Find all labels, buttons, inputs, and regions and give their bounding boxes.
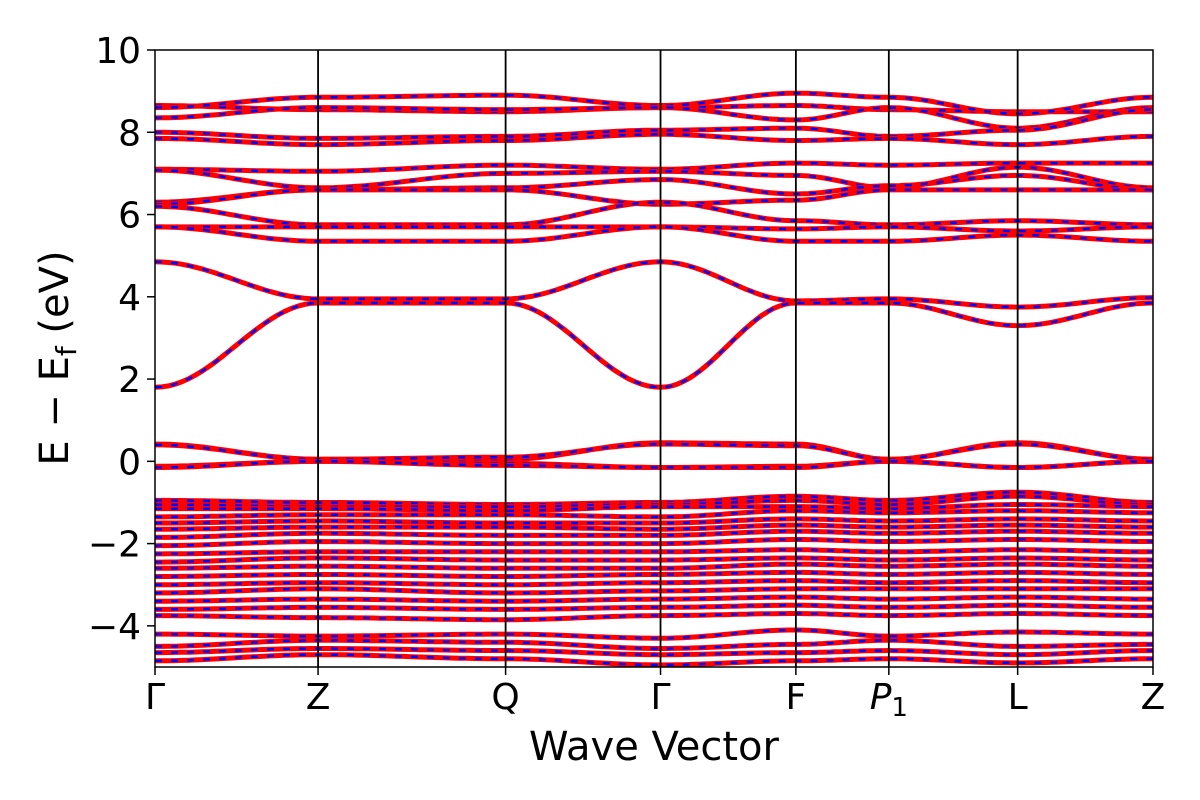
band-line-blue (155, 225, 1153, 233)
y-axis-title-main: E − E (32, 356, 78, 466)
band-line-blue (155, 556, 1153, 564)
x-axis-ticks: Γ Z Q Γ F P1 L Z (145, 667, 1165, 723)
band-line-blue (155, 604, 1153, 611)
band-line-blue (155, 653, 1153, 667)
y-tick-label: 2 (118, 360, 141, 401)
band-line-blue (155, 647, 1153, 656)
band-line-blue (155, 523, 1153, 531)
y-axis-title-unit: (eV) (32, 250, 78, 346)
y-axis-title: E − Ef (eV) (32, 250, 83, 465)
plot-frame (154, 49, 1154, 668)
y-axis-title-sub: f (50, 345, 83, 356)
band-line-blue (155, 562, 1153, 570)
band-line-blue (155, 571, 1153, 578)
x-tick-label: Z (1141, 677, 1166, 718)
x-tick-label: Z (306, 677, 331, 718)
band-line-blue (155, 530, 1153, 539)
x-tick-label: Γ (145, 677, 165, 718)
band-line-blue (155, 587, 1153, 595)
band-line-blue (155, 579, 1153, 586)
band-line-blue (155, 188, 1153, 206)
band-line-blue (155, 538, 1153, 547)
band-line-blue (155, 517, 1153, 525)
band-line-blue (155, 612, 1153, 621)
band-line-blue (155, 595, 1153, 603)
y-tick-label: 8 (118, 113, 141, 154)
band-line-blue (155, 133, 1153, 146)
high-symmetry-lines (317, 50, 1019, 667)
band-line-blue (155, 548, 1153, 556)
y-tick-label: −2 (88, 525, 141, 566)
band-lines (155, 90, 1153, 667)
band-line-blue (155, 490, 1153, 506)
y-tick-label: 10 (95, 31, 141, 72)
band-line-red (155, 300, 1153, 390)
band-line-blue (155, 91, 1153, 116)
x-tick-label: Q (491, 677, 519, 718)
band-line-blue (155, 509, 1153, 519)
band-line-blue (155, 628, 1153, 640)
y-tick-label: 4 (118, 278, 141, 319)
band-line-blue (155, 460, 1153, 469)
y-tick-label: 0 (118, 442, 141, 483)
band-line-blue (155, 106, 1153, 130)
y-tick-label: 6 (118, 196, 141, 237)
y-axis-ticks: −4 −2 0 2 4 6 8 10 (88, 31, 155, 648)
band-line-blue (155, 639, 1153, 650)
band-line-blue (155, 108, 1153, 140)
band-line-blue (155, 165, 1153, 190)
x-tick-label: P1 (870, 677, 908, 723)
y-tick-label: −4 (88, 607, 141, 648)
band-line-red (155, 259, 1153, 310)
band-line-blue (155, 225, 1153, 243)
x-tick-label: Γ (650, 677, 670, 718)
x-tick-label: L (1008, 677, 1028, 718)
x-axis-title: Wave Vector (529, 724, 780, 770)
band-line-blue (155, 161, 1153, 173)
band-line-blue (155, 503, 1153, 512)
x-tick-label: F (786, 677, 807, 718)
